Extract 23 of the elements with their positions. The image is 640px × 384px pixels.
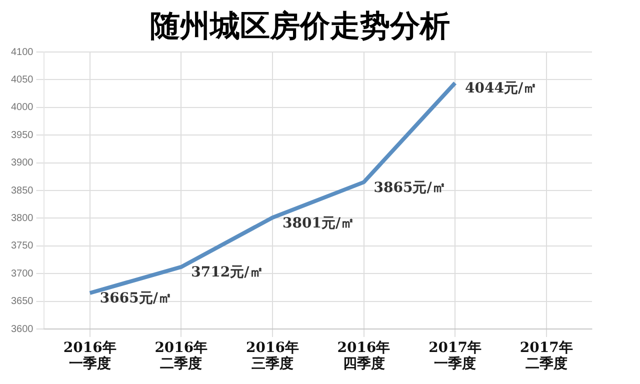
chart-title: 随州城区房价走势分析 xyxy=(150,8,450,44)
y-tick-label: 3700 xyxy=(10,268,34,280)
y-tick-label: 3950 xyxy=(10,130,34,141)
y-tick-label: 4000 xyxy=(10,102,34,114)
y-tick-label: 3900 xyxy=(10,158,34,169)
x-tick-label: 2016年四季度 xyxy=(336,340,392,372)
x-tick-label: 2016年二季度 xyxy=(154,340,209,372)
y-tick-label: 3650 xyxy=(10,296,34,308)
data-label: 4044元/㎡ xyxy=(465,80,538,97)
x-tick-label: 2017年二季度 xyxy=(518,340,574,372)
x-tick-label: 2017年一季度 xyxy=(428,340,483,372)
y-tick-label: 3750 xyxy=(10,240,34,252)
data-label: 3865元/㎡ xyxy=(374,180,446,196)
data-label: 3665元/㎡ xyxy=(100,290,172,307)
y-tick-label: 3800 xyxy=(10,212,34,224)
x-tick-label: 2016年一季度 xyxy=(62,340,118,372)
data-label: 3801元/㎡ xyxy=(282,215,355,232)
y-tick-label: 3600 xyxy=(10,324,34,335)
data-label: 3712元/㎡ xyxy=(191,264,264,281)
y-tick-label: 3850 xyxy=(10,185,34,196)
x-tick-label: 2016年三季度 xyxy=(244,340,300,372)
y-tick-label: 4100 xyxy=(10,46,34,58)
y-tick-label: 4050 xyxy=(10,74,34,86)
